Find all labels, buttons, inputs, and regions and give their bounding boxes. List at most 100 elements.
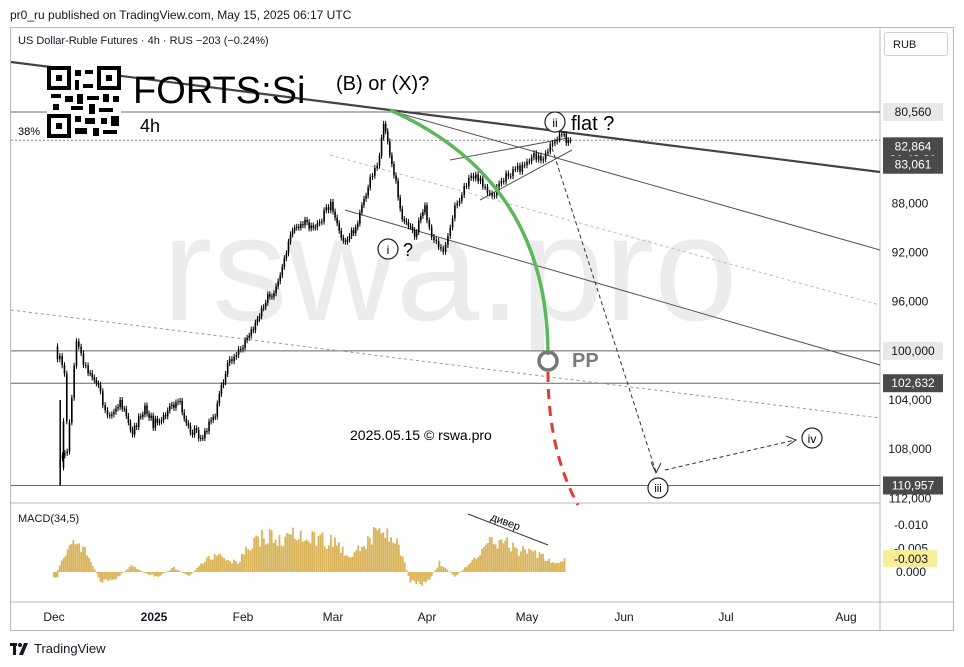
macd-bar (374, 527, 377, 572)
macd-bar (171, 567, 173, 572)
price-tick: 112,000 (889, 491, 932, 505)
candle-body (310, 225, 312, 229)
macd-bar (504, 540, 507, 572)
candle-body (283, 258, 286, 267)
macd-bar (167, 570, 169, 572)
candle-body (89, 373, 91, 375)
candle-body (269, 294, 271, 297)
macd-bar (132, 566, 135, 572)
arrow-head-iv (785, 435, 798, 447)
macd-bar (235, 561, 237, 572)
macd-bar (345, 555, 348, 572)
macd-bar (233, 559, 235, 572)
candle-body (479, 178, 482, 182)
candle-body (252, 329, 255, 331)
macd-bar (93, 569, 96, 572)
candle-body (444, 244, 447, 252)
macd-bar (266, 543, 269, 572)
candle-body (507, 173, 510, 177)
macd-bar (241, 553, 243, 572)
candle-body (62, 421, 65, 468)
candle-body (433, 236, 435, 241)
candle-body (484, 186, 486, 188)
macd-bar (561, 561, 564, 572)
price-label-bg (883, 341, 943, 360)
candle-body (168, 405, 171, 411)
price-label: 110,957 (892, 479, 935, 493)
candle-body (239, 349, 242, 351)
candle-body (363, 198, 365, 206)
macd-bar (101, 572, 104, 583)
macd-bar (347, 556, 350, 572)
candle-body (318, 222, 321, 224)
footer-brand[interactable]: TradingView (34, 641, 106, 656)
candle-body (61, 455, 64, 459)
candle-body (95, 380, 98, 384)
macd-bar (428, 572, 431, 580)
flat-channel-b (479, 149, 573, 201)
candle-body (275, 286, 277, 294)
candle-body (312, 225, 315, 228)
macd-bar (190, 572, 193, 575)
diver-label: дивер (489, 512, 522, 534)
price-axis[interactable]: 84,00088,00092,00096,000100,000104,00010… (888, 147, 932, 505)
macd-bar (444, 567, 447, 572)
candle-body (66, 451, 68, 454)
macd-bar (323, 546, 326, 572)
price-label-bg (883, 155, 943, 174)
price-label-bg (883, 476, 943, 495)
macd-bar (411, 572, 414, 580)
candle-body (461, 195, 463, 201)
candle-body (185, 418, 188, 424)
macd-bar (490, 537, 493, 572)
macd-bar (494, 544, 497, 572)
candle-body (554, 141, 556, 144)
candle-body (113, 411, 115, 415)
price-tick: 92,000 (892, 246, 929, 260)
candle-body (195, 428, 198, 431)
published-caption: pr0_ru published on TradingView.com, May… (10, 8, 352, 22)
time-axis[interactable]: Dec 2025 Feb Mar Apr May Jun Jul Aug (43, 610, 856, 624)
wave-iv-circle (801, 427, 823, 449)
macd-value-bg (883, 549, 937, 567)
candle-body (498, 183, 500, 188)
wave-iv-label: iv (808, 432, 817, 446)
fib-level: 38% (18, 126, 40, 138)
macd-bar (84, 547, 86, 572)
candle-body (97, 383, 100, 385)
candle-body (338, 223, 340, 231)
macd-bar (215, 556, 218, 572)
currency-selector[interactable]: RUB (884, 32, 948, 56)
macd-bar (126, 569, 129, 572)
candle-body (463, 185, 465, 196)
candle-body (111, 414, 113, 416)
candle-body (551, 143, 554, 145)
macd-bar (268, 528, 271, 572)
macd-bar (200, 563, 202, 572)
macd-bar (237, 563, 239, 572)
macd-bar (430, 572, 433, 577)
macd-bar (454, 572, 456, 577)
macd-bar (174, 569, 177, 572)
macd-bar (272, 542, 275, 572)
candle-body (369, 177, 371, 188)
candle-body (244, 340, 246, 348)
macd-bar (366, 536, 369, 572)
macd-bar (259, 546, 261, 572)
macd-current-value: -0.003 (894, 552, 928, 566)
macd-bar (450, 572, 452, 573)
candle-body (235, 354, 238, 357)
macd-bar (64, 555, 67, 572)
wave-i-circle (377, 238, 399, 260)
macd-bar (118, 572, 121, 576)
macd-bar (397, 544, 400, 572)
candle-body (528, 161, 531, 163)
candle-body (558, 134, 561, 140)
candle-body (537, 155, 540, 160)
macd-bar (87, 557, 90, 572)
macd-bar (278, 535, 281, 572)
macd-bar (176, 570, 179, 572)
candle-body (146, 405, 148, 414)
